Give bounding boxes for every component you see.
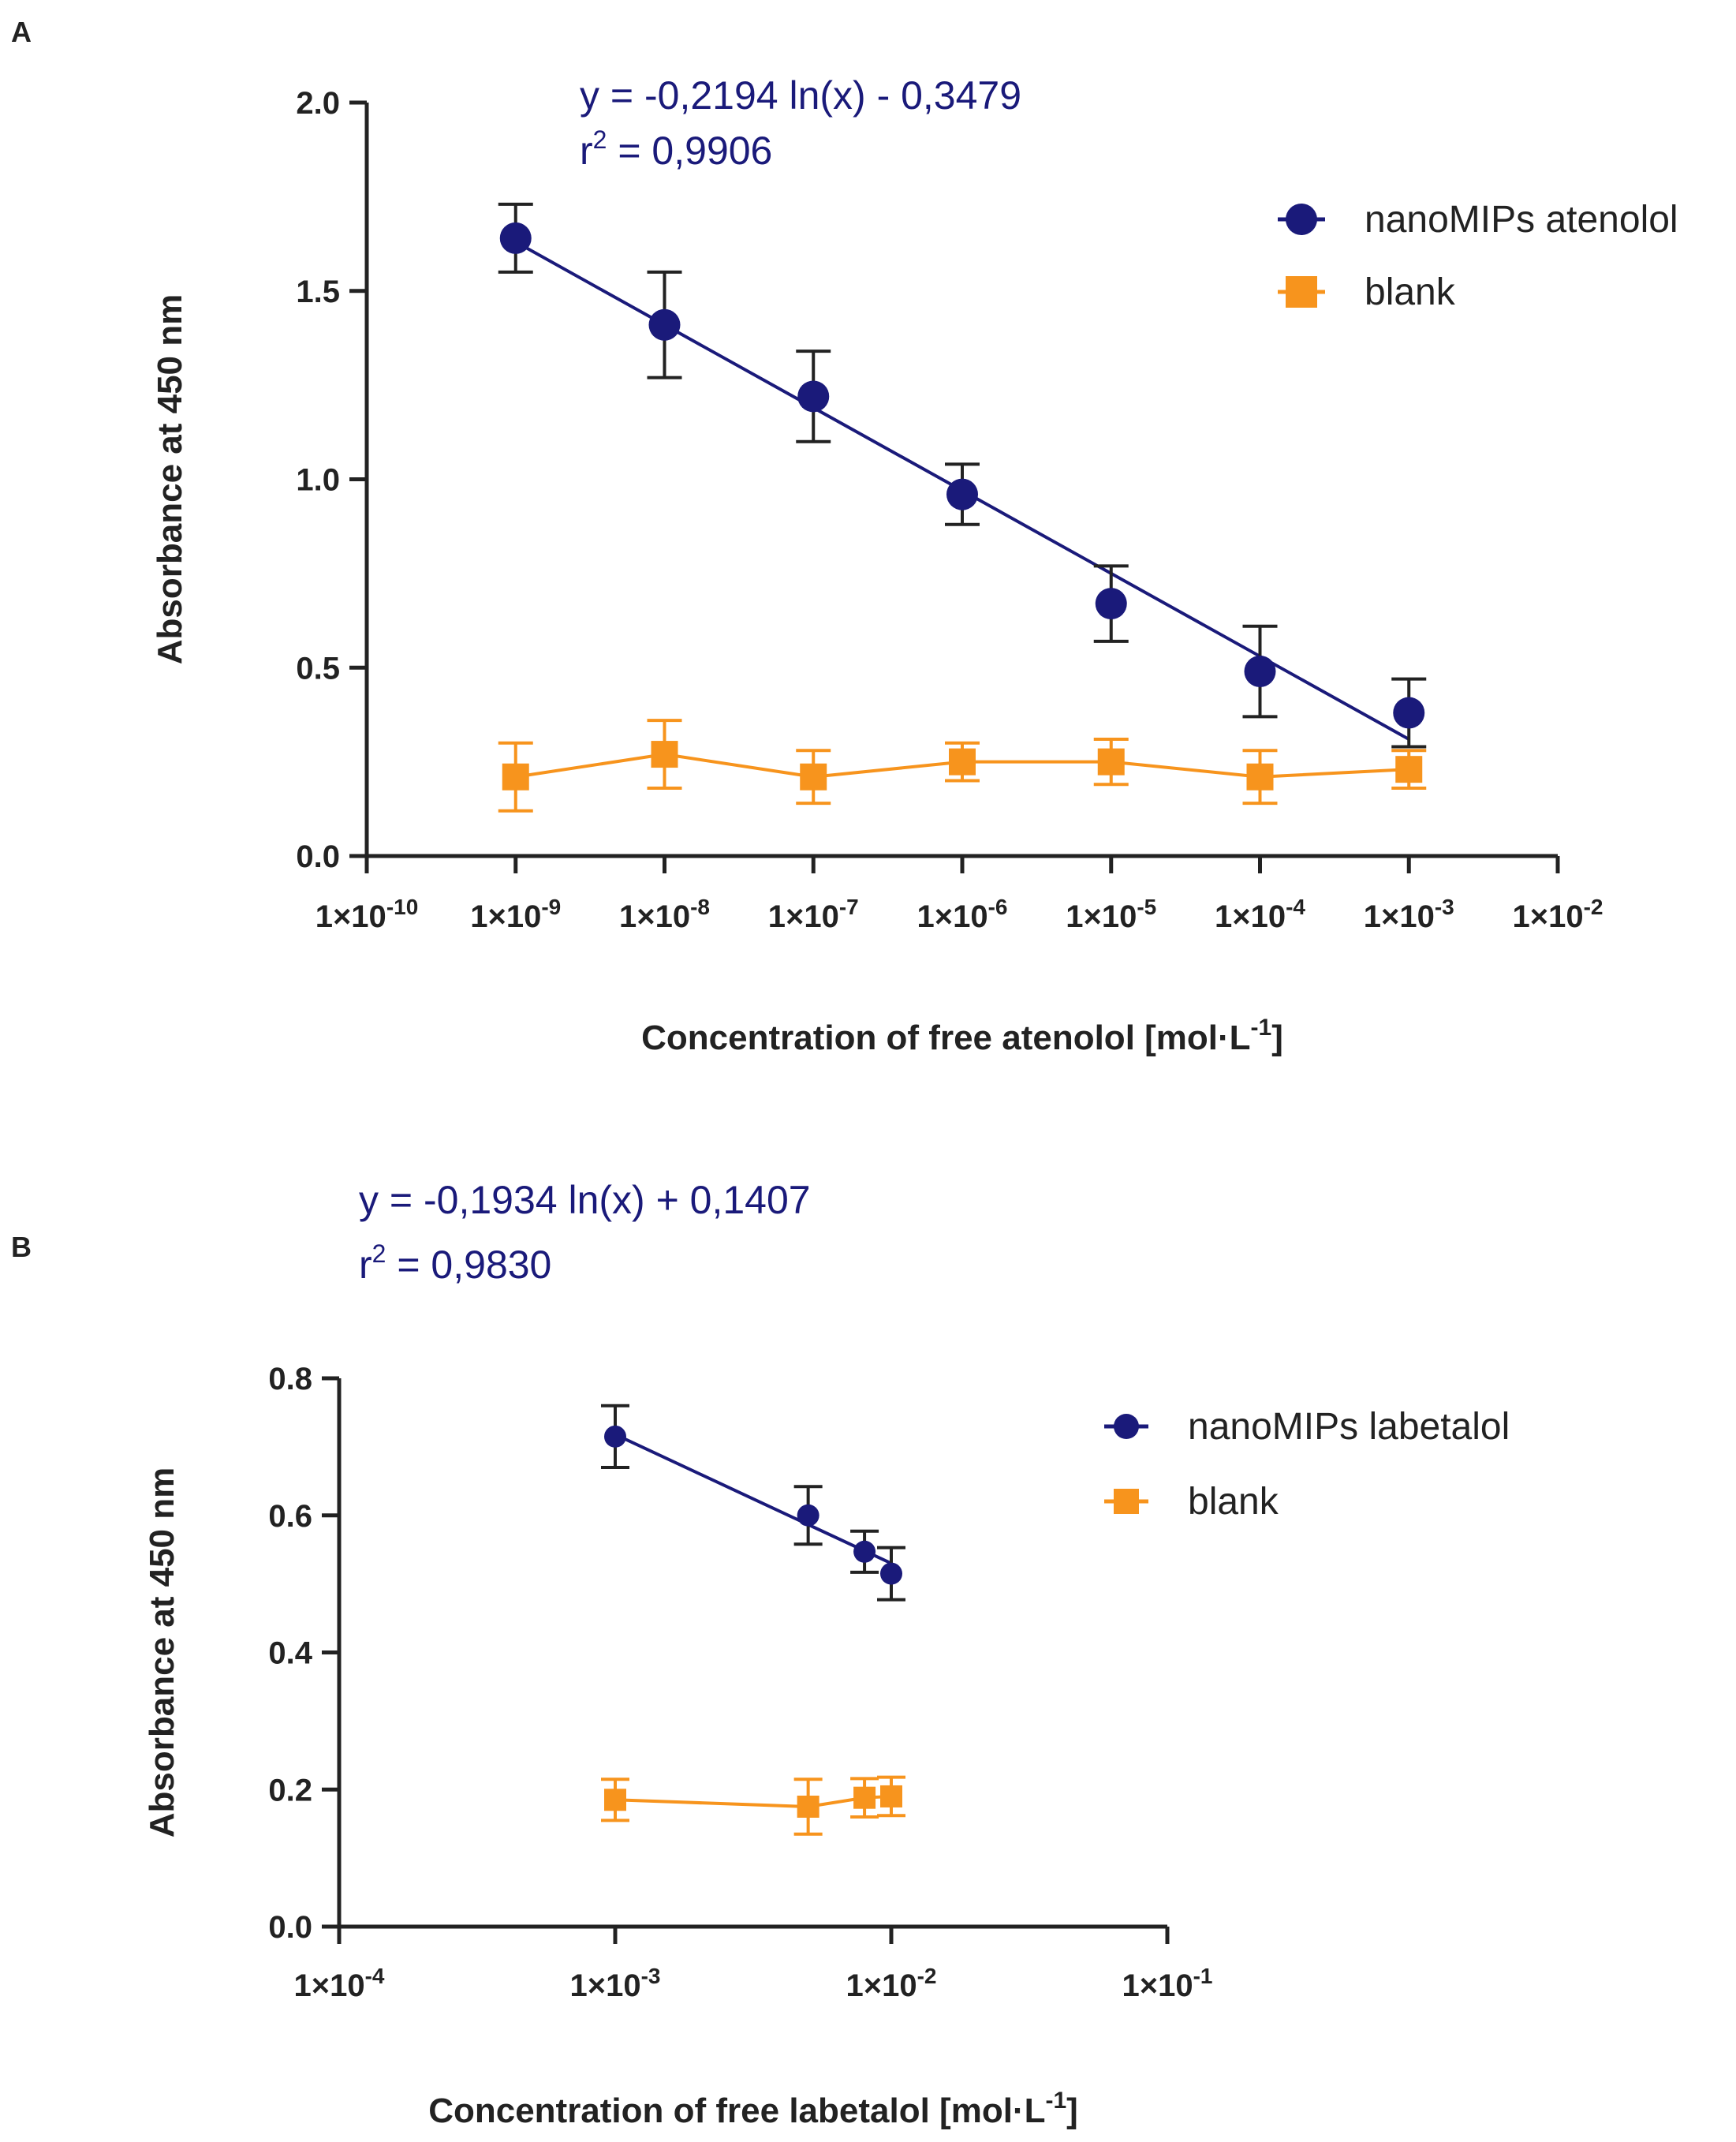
legend-marker-circle [1286, 204, 1317, 235]
data-point [797, 1504, 819, 1527]
x-tick-label: 1×10-3 [569, 1964, 660, 2003]
data-point [648, 308, 681, 341]
fit-equation: y = -0,1934 ln(x) + 0,1407 [359, 1178, 811, 1222]
r-squared: r2 = 0,9906 [580, 125, 772, 173]
y-tick-label: 0.6 [268, 1499, 312, 1534]
legend: nanoMIPs atenolol blank [1278, 199, 1678, 313]
series-line [614, 1794, 892, 1808]
data-point [880, 1562, 902, 1585]
series-blank [498, 719, 1427, 813]
legend-marker-square [1114, 1489, 1139, 1514]
x-tick-label: 1×10-4 [1215, 895, 1305, 934]
data-point [502, 763, 529, 791]
y-axis-title: Absorbance at 450 nm [143, 1467, 181, 1838]
data-point [800, 763, 827, 791]
data-point [499, 222, 532, 254]
legend-label: nanoMIPs labetalol [1188, 1406, 1510, 1448]
y-tick-label: 0.2 [268, 1773, 312, 1807]
x-tick-label: 1×10-2 [846, 1964, 936, 2003]
data-point [1244, 656, 1276, 688]
data-point [1246, 763, 1274, 791]
data-point [853, 1786, 876, 1809]
panel-label-b: B [11, 1231, 32, 1263]
data-point [797, 380, 830, 413]
data-point [1097, 748, 1125, 776]
chart-panel-a: 0.0 0.5 1.0 1.5 2.0 1×10-10 1×10-9 1×10-8 1×10-7… [151, 73, 1678, 1057]
y-tick-label: 0.4 [268, 1636, 312, 1671]
x-tick-label: 1×10-3 [1364, 895, 1454, 934]
y-tick-label: 0.5 [296, 651, 340, 686]
series-nanomips-atenolol [498, 202, 1427, 749]
x-tick-label: 1×10-7 [768, 895, 859, 934]
data-point [651, 741, 678, 768]
data-point [880, 1785, 902, 1807]
legend-marker-square [1286, 276, 1317, 308]
data-point [797, 1795, 819, 1818]
y-tick-label: 0.0 [296, 839, 340, 874]
data-point [946, 478, 978, 510]
y-tick-label: 0.8 [268, 1362, 312, 1396]
legend-marker-circle [1114, 1414, 1139, 1439]
legend-label: nanoMIPs atenolol [1365, 199, 1678, 241]
x-tick-label: 1×10-4 [293, 1964, 384, 2003]
x-tick-label: 1×10-9 [470, 895, 561, 934]
x-tick-label: 1×10-8 [619, 895, 710, 934]
panel-label-a: A [11, 16, 32, 48]
legend: nanoMIPs labetalol blank [1104, 1406, 1510, 1523]
data-point [604, 1789, 626, 1811]
fit-line [614, 1433, 892, 1565]
legend-label: blank [1188, 1481, 1279, 1523]
y-tick-label: 1.0 [296, 463, 340, 498]
chart-panel-b: 0.0 0.2 0.4 0.6 0.8 1×10-4 1×10-3 1×10-2 1×10-1 C… [143, 1178, 1510, 2130]
fit-equation: y = -0,2194 ln(x) - 0,3479 [580, 73, 1021, 118]
y-tick-label: 1.5 [296, 275, 340, 309]
data-point [1393, 697, 1425, 729]
series-nanomips-labetalol [601, 1404, 905, 1602]
x-tick-label: 1×10-2 [1512, 895, 1603, 934]
y-axis-title: Absorbance at 450 nm [151, 294, 189, 665]
y-tick-label: 0.0 [268, 1910, 312, 1945]
x-tick-label: 1×10-6 [917, 895, 1007, 934]
data-point [1395, 756, 1423, 783]
x-tick-label: 1×10-10 [315, 895, 419, 934]
data-point [604, 1425, 626, 1448]
series-blank [601, 1775, 905, 1836]
x-tick-label: 1×10-1 [1122, 1964, 1212, 2003]
x-tick-label: 1×10-5 [1066, 895, 1156, 934]
data-point [949, 748, 976, 776]
data-point [853, 1540, 876, 1563]
legend-label: blank [1365, 271, 1456, 313]
r-squared: r2 = 0,9830 [359, 1239, 551, 1287]
y-tick-label: 2.0 [296, 86, 340, 121]
data-point [1095, 588, 1127, 620]
x-axis-title: Concentration of free labetalol [mol·L-1… [428, 2088, 1078, 2130]
x-axis-title: Concentration of free atenolol [mol·L-1] [641, 1015, 1283, 1057]
